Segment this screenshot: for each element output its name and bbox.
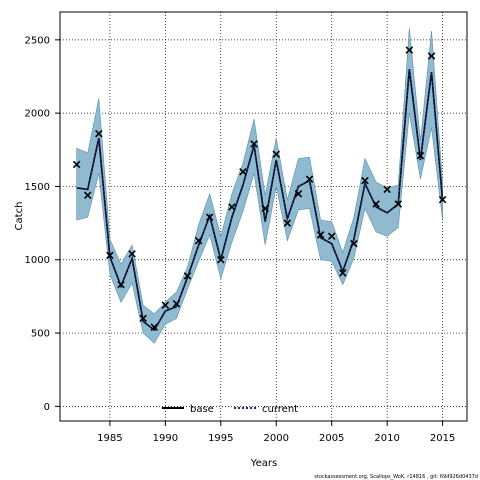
x-tick-label: 2015 [430, 433, 455, 444]
observed-point [383, 185, 391, 194]
observed-point [72, 160, 81, 169]
observed-point [339, 269, 347, 277]
legend: base current [162, 404, 298, 415]
observed-point [372, 200, 380, 208]
plot-frame [59, 11, 468, 422]
axes: 1985 1990 1995 2000 2005 2010 2015 0 500 1000 1500… [25, 35, 456, 444]
observed-point [438, 195, 447, 204]
y-tick-label: 2500 [25, 35, 50, 46]
observed-point [361, 176, 369, 185]
observed-point [239, 168, 247, 176]
series-lines [76, 69, 444, 332]
observed-point [283, 219, 292, 227]
observed-point [172, 299, 181, 308]
x-axis-label: Years [250, 458, 277, 469]
observed-point [139, 314, 147, 323]
observed-point [205, 213, 214, 221]
observed-point [183, 272, 192, 280]
observed-point [394, 200, 403, 208]
y-tick-label: 2000 [25, 109, 50, 120]
observed-point [106, 251, 114, 260]
observed-point [305, 175, 314, 183]
x-tick-label: 1995 [208, 433, 233, 444]
observed-point [194, 236, 203, 245]
observed-point [250, 140, 258, 148]
observed-point [217, 255, 225, 264]
y-tick-label: 1500 [25, 182, 50, 193]
legend-label-current: current [262, 404, 298, 415]
legend-label-base: base [190, 404, 214, 415]
observed-point [83, 191, 92, 200]
observed-point [272, 150, 281, 158]
observed-point [128, 250, 136, 258]
observed-point [294, 190, 303, 198]
footer-note: stockassessment.org, Scallops_WoK, r1481… [314, 474, 478, 480]
observed-point [161, 301, 170, 309]
observed-point [95, 129, 103, 138]
y-axis-label: Catch [14, 202, 25, 231]
x-tick-label: 1990 [153, 433, 178, 444]
y-tick-label: 0 [44, 402, 50, 413]
observed-point [316, 231, 325, 239]
x-tick-label: 2000 [264, 433, 289, 444]
observed-point [350, 239, 358, 248]
observed-markers [72, 46, 447, 331]
x-tick-label: 2010 [374, 433, 399, 444]
observed-point [327, 232, 336, 241]
observed-point [405, 46, 414, 54]
observed-point [261, 204, 269, 213]
observed-point [416, 151, 425, 160]
y-tick-label: 1000 [25, 255, 50, 266]
observed-point [150, 323, 159, 331]
observed-point [228, 203, 236, 211]
x-tick-label: 2005 [319, 433, 344, 444]
observed-point [117, 280, 125, 289]
y-tick-label: 500 [31, 329, 50, 340]
observed-point [427, 52, 436, 60]
x-tick-label: 1985 [97, 433, 122, 444]
series-line-current [76, 69, 444, 332]
